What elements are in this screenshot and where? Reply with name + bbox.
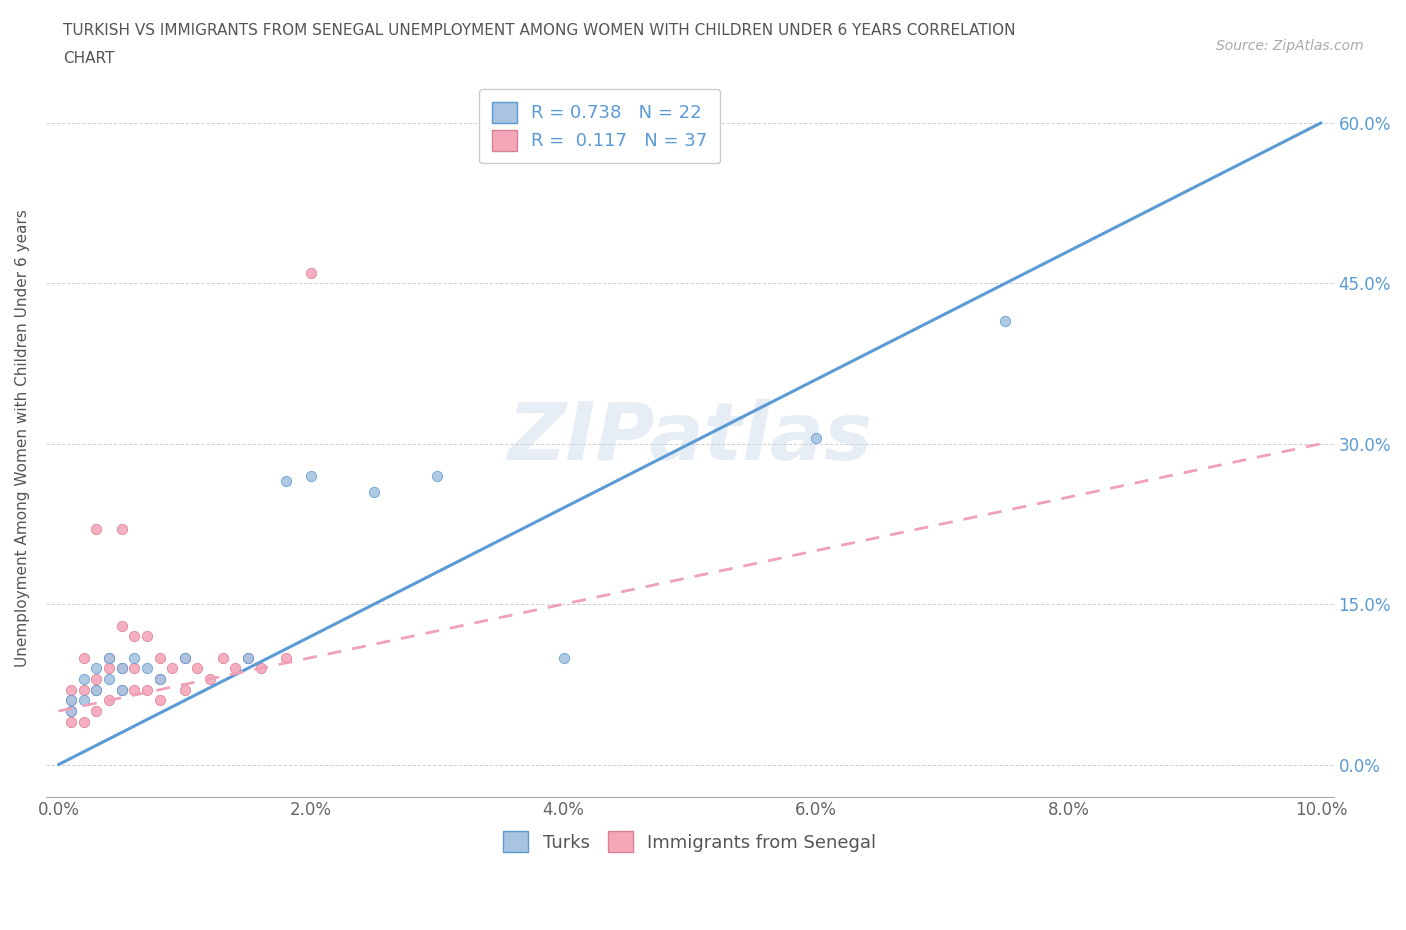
Point xyxy=(111,683,134,698)
Point xyxy=(60,704,83,719)
Point xyxy=(86,683,108,698)
Point xyxy=(98,650,121,665)
Point xyxy=(60,693,83,708)
Point xyxy=(149,650,172,665)
Point xyxy=(994,313,1017,328)
Point xyxy=(86,671,108,686)
Point xyxy=(73,671,96,686)
Point xyxy=(186,661,208,676)
Point xyxy=(124,661,146,676)
Text: TURKISH VS IMMIGRANTS FROM SENEGAL UNEMPLOYMENT AMONG WOMEN WITH CHILDREN UNDER : TURKISH VS IMMIGRANTS FROM SENEGAL UNEMP… xyxy=(63,23,1015,38)
Legend: Turks, Immigrants from Senegal: Turks, Immigrants from Senegal xyxy=(496,824,884,859)
Point xyxy=(60,704,83,719)
Point xyxy=(73,683,96,698)
Point xyxy=(136,629,159,644)
Point xyxy=(86,683,108,698)
Point xyxy=(274,473,297,488)
Point xyxy=(173,650,195,665)
Point xyxy=(149,693,172,708)
Point xyxy=(73,693,96,708)
Point xyxy=(111,661,134,676)
Point xyxy=(160,661,183,676)
Text: CHART: CHART xyxy=(63,51,115,66)
Text: ZIPatlas: ZIPatlas xyxy=(508,399,872,477)
Point xyxy=(111,683,134,698)
Point xyxy=(804,431,827,445)
Point xyxy=(553,650,575,665)
Point xyxy=(299,265,322,280)
Point xyxy=(124,683,146,698)
Point xyxy=(224,661,246,676)
Point xyxy=(363,485,385,499)
Point xyxy=(136,683,159,698)
Point xyxy=(124,629,146,644)
Point xyxy=(236,650,259,665)
Point xyxy=(98,661,121,676)
Point xyxy=(111,618,134,633)
Y-axis label: Unemployment Among Women with Children Under 6 years: Unemployment Among Women with Children U… xyxy=(15,209,30,668)
Point xyxy=(211,650,233,665)
Point xyxy=(111,661,134,676)
Point xyxy=(73,714,96,729)
Point xyxy=(249,661,271,676)
Point xyxy=(173,683,195,698)
Point xyxy=(136,661,159,676)
Point xyxy=(149,671,172,686)
Point xyxy=(86,522,108,537)
Point xyxy=(86,661,108,676)
Point xyxy=(60,714,83,729)
Point xyxy=(149,671,172,686)
Point xyxy=(124,650,146,665)
Point xyxy=(73,650,96,665)
Point xyxy=(98,650,121,665)
Point xyxy=(111,522,134,537)
Point xyxy=(60,693,83,708)
Point xyxy=(98,693,121,708)
Point xyxy=(98,671,121,686)
Text: Source: ZipAtlas.com: Source: ZipAtlas.com xyxy=(1216,39,1364,53)
Point xyxy=(86,704,108,719)
Point xyxy=(198,671,221,686)
Point xyxy=(274,650,297,665)
Point xyxy=(426,469,449,484)
Point xyxy=(236,650,259,665)
Point xyxy=(173,650,195,665)
Point xyxy=(60,683,83,698)
Point xyxy=(299,469,322,484)
